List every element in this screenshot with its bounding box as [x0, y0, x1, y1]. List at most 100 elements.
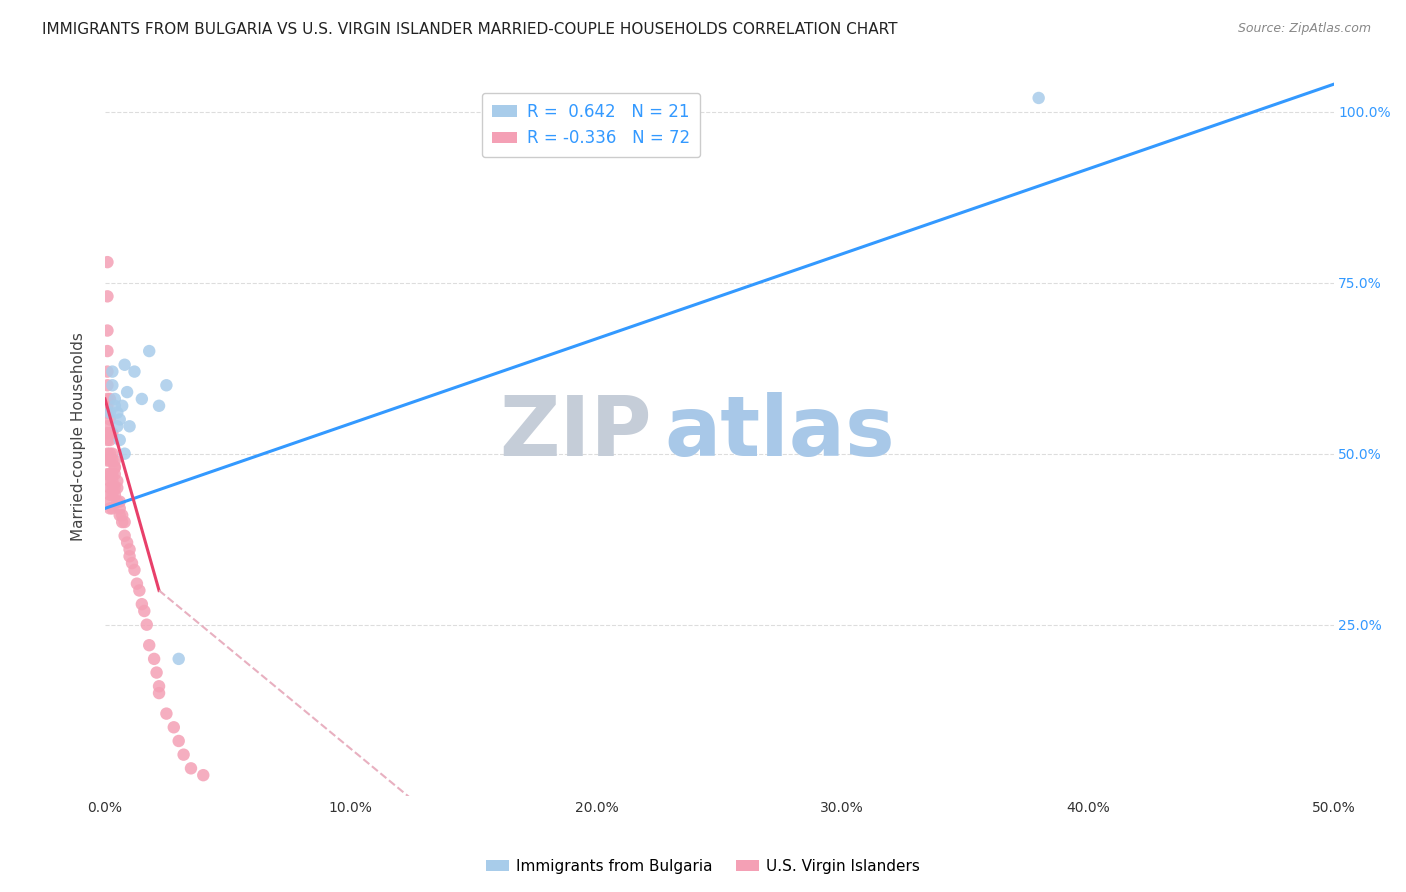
Point — [135, 617, 157, 632]
Point — [101, 501, 124, 516]
Point — [96, 378, 118, 392]
Point — [114, 529, 136, 543]
Point — [98, 453, 121, 467]
Point — [101, 488, 124, 502]
Point — [98, 433, 121, 447]
Point — [145, 665, 167, 680]
Point — [98, 447, 121, 461]
Point — [104, 453, 127, 467]
Point — [114, 447, 136, 461]
Point — [114, 358, 136, 372]
Point — [101, 365, 124, 379]
Point — [111, 515, 134, 529]
Point — [96, 467, 118, 482]
Point — [101, 447, 124, 461]
Point — [104, 460, 127, 475]
Point — [114, 515, 136, 529]
Point — [108, 433, 131, 447]
Point — [104, 460, 127, 475]
Point — [118, 542, 141, 557]
Point — [1028, 91, 1050, 105]
Point — [148, 686, 170, 700]
Point — [115, 385, 138, 400]
Point — [111, 399, 134, 413]
Point — [96, 453, 118, 467]
Point — [167, 652, 190, 666]
Point — [98, 426, 121, 441]
Point — [98, 406, 121, 420]
Point — [104, 488, 127, 502]
Text: atlas: atlas — [664, 392, 894, 474]
Point — [131, 597, 153, 611]
Point — [111, 508, 134, 523]
Point — [115, 535, 138, 549]
Point — [101, 426, 124, 441]
Point — [134, 604, 156, 618]
Text: Source: ZipAtlas.com: Source: ZipAtlas.com — [1237, 22, 1371, 36]
Point — [96, 344, 118, 359]
Point — [155, 378, 177, 392]
Point — [96, 447, 118, 461]
Point — [96, 406, 118, 420]
Point — [138, 344, 160, 359]
Point — [96, 365, 118, 379]
Point — [124, 563, 146, 577]
Point — [128, 583, 150, 598]
Point — [163, 720, 186, 734]
Point — [98, 494, 121, 508]
Point — [101, 481, 124, 495]
Point — [98, 392, 121, 406]
Point — [121, 556, 143, 570]
Legend: R =  0.642   N = 21, R = -0.336   N = 72: R = 0.642 N = 21, R = -0.336 N = 72 — [482, 93, 700, 157]
Text: IMMIGRANTS FROM BULGARIA VS U.S. VIRGIN ISLANDER MARRIED-COUPLE HOUSEHOLDS CORRE: IMMIGRANTS FROM BULGARIA VS U.S. VIRGIN … — [42, 22, 897, 37]
Point — [155, 706, 177, 721]
Point — [104, 467, 127, 482]
Point — [98, 412, 121, 426]
Point — [108, 494, 131, 508]
Point — [101, 378, 124, 392]
Point — [124, 365, 146, 379]
Point — [104, 392, 127, 406]
Point — [101, 474, 124, 488]
Point — [173, 747, 195, 762]
Point — [118, 549, 141, 564]
Point — [96, 419, 118, 434]
Point — [138, 638, 160, 652]
Point — [105, 474, 128, 488]
Point — [131, 392, 153, 406]
Point — [193, 768, 215, 782]
Point — [98, 481, 121, 495]
Point — [96, 255, 118, 269]
Point — [104, 481, 127, 495]
Point — [96, 399, 118, 413]
Point — [105, 494, 128, 508]
Point — [105, 406, 128, 420]
Legend: Immigrants from Bulgaria, U.S. Virgin Islanders: Immigrants from Bulgaria, U.S. Virgin Is… — [479, 853, 927, 880]
Point — [148, 399, 170, 413]
Point — [96, 426, 118, 441]
Point — [167, 734, 190, 748]
Text: ZIP: ZIP — [499, 392, 652, 474]
Point — [101, 453, 124, 467]
Point — [108, 508, 131, 523]
Y-axis label: Married-couple Households: Married-couple Households — [72, 332, 86, 541]
Point — [148, 679, 170, 693]
Point — [98, 467, 121, 482]
Point — [98, 474, 121, 488]
Point — [98, 501, 121, 516]
Point — [96, 324, 118, 338]
Point — [96, 289, 118, 303]
Point — [108, 501, 131, 516]
Point — [118, 419, 141, 434]
Point — [96, 433, 118, 447]
Point — [101, 467, 124, 482]
Point — [98, 488, 121, 502]
Point — [180, 761, 202, 775]
Point — [143, 652, 166, 666]
Point — [105, 419, 128, 434]
Point — [108, 412, 131, 426]
Point — [96, 392, 118, 406]
Point — [125, 576, 148, 591]
Point — [104, 399, 127, 413]
Point — [105, 481, 128, 495]
